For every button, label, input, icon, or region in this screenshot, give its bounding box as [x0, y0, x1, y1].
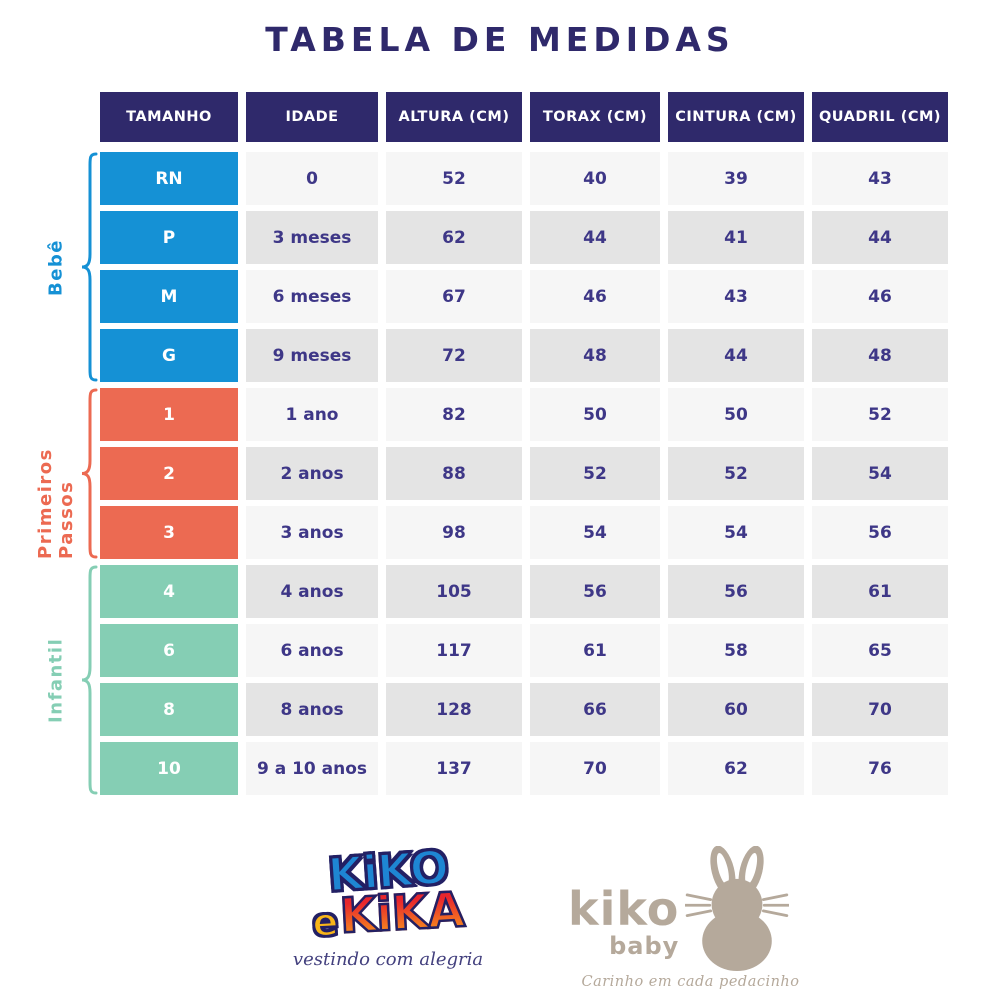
- size-cell: 4: [100, 565, 238, 618]
- group-label: Bebê: [45, 238, 67, 296]
- value-cell: 40: [530, 152, 660, 205]
- value-cell: 56: [530, 565, 660, 618]
- size-cell: 1: [100, 388, 238, 441]
- value-cell: 98: [386, 506, 522, 559]
- column-header: QUADRIL (CM): [812, 92, 948, 142]
- value-cell: 48: [530, 329, 660, 382]
- size-cell: RN: [100, 152, 238, 205]
- value-cell: 46: [530, 270, 660, 323]
- group-label: Primeiros Passos: [35, 448, 77, 559]
- group-bracket: [81, 565, 98, 795]
- kika-logo-text: KiKA: [337, 881, 466, 946]
- kiko-baby-sub: baby: [609, 932, 680, 960]
- column-header: TAMANHO: [100, 92, 238, 142]
- value-cell: 44: [812, 211, 948, 264]
- size-cell: 2: [100, 447, 238, 500]
- value-cell: 56: [668, 565, 804, 618]
- value-cell: 44: [668, 329, 804, 382]
- value-cell: 3 meses: [246, 211, 378, 264]
- value-cell: 48: [812, 329, 948, 382]
- value-cell: 66: [530, 683, 660, 736]
- value-cell: 50: [668, 388, 804, 441]
- column-header: CINTURA (CM): [668, 92, 804, 142]
- kiko-baby-tagline: Carinho em cada pedacinho: [581, 974, 800, 990]
- size-cell: G: [100, 329, 238, 382]
- value-cell: 61: [530, 624, 660, 677]
- size-cell: 10: [100, 742, 238, 795]
- value-cell: 39: [668, 152, 804, 205]
- value-cell: 9 a 10 anos: [246, 742, 378, 795]
- kiko-logo-e: e: [310, 898, 340, 945]
- value-cell: 54: [530, 506, 660, 559]
- value-cell: 44: [530, 211, 660, 264]
- size-cell: P: [100, 211, 238, 264]
- kiko-baby-name: kiko: [568, 882, 680, 936]
- value-cell: 67: [386, 270, 522, 323]
- kiko-e-kika-logo: KiKO e KiKA vestindo com alegria: [278, 839, 498, 971]
- value-cell: 60: [668, 683, 804, 736]
- value-cell: 52: [668, 447, 804, 500]
- value-cell: 62: [668, 742, 804, 795]
- value-cell: 72: [386, 329, 522, 382]
- value-cell: 128: [386, 683, 522, 736]
- value-cell: 58: [668, 624, 804, 677]
- value-cell: 43: [668, 270, 804, 323]
- column-header: IDADE: [246, 92, 378, 142]
- kiko-baby-wordmark: kiko baby: [568, 886, 679, 972]
- value-cell: 1 ano: [246, 388, 378, 441]
- group-label: Infantil: [45, 637, 67, 723]
- value-cell: 41: [668, 211, 804, 264]
- bunny-icon: [685, 846, 790, 972]
- table-header-row: TAMANHO IDADE ALTURA (CM) TORAX (CM) CINTURA…: [100, 92, 948, 142]
- size-cell: 6: [100, 624, 238, 677]
- value-cell: 82: [386, 388, 522, 441]
- value-cell: 56: [812, 506, 948, 559]
- value-cell: 52: [530, 447, 660, 500]
- kiko-baby-logo: kiko baby: [568, 846, 813, 990]
- value-cell: 2 anos: [246, 447, 378, 500]
- value-cell: 52: [812, 388, 948, 441]
- page-title: TABELA DE MEDIDAS: [265, 20, 735, 59]
- group-bracket: [81, 388, 98, 559]
- value-cell: 137: [386, 742, 522, 795]
- value-cell: 43: [812, 152, 948, 205]
- value-cell: 76: [812, 742, 948, 795]
- value-cell: 50: [530, 388, 660, 441]
- value-cell: 46: [812, 270, 948, 323]
- value-cell: 52: [386, 152, 522, 205]
- kiko-baby-logo-top: kiko baby: [568, 846, 813, 972]
- value-cell: 70: [530, 742, 660, 795]
- value-cell: 117: [386, 624, 522, 677]
- value-cell: 54: [668, 506, 804, 559]
- value-cell: 61: [812, 565, 948, 618]
- value-cell: 6 anos: [246, 624, 378, 677]
- size-cell: M: [100, 270, 238, 323]
- kiko-e-kika-tagline: vestindo com alegria: [292, 949, 484, 971]
- value-cell: 9 meses: [246, 329, 378, 382]
- size-table: RN 0 52 40 39 43 P 3 meses 62 44 41 44 M 6 meses 67 46 4…: [100, 152, 948, 795]
- value-cell: 3 anos: [246, 506, 378, 559]
- value-cell: 0: [246, 152, 378, 205]
- value-cell: 8 anos: [246, 683, 378, 736]
- group-bracket: [81, 152, 98, 382]
- column-header: ALTURA (CM): [386, 92, 522, 142]
- size-cell: 8: [100, 683, 238, 736]
- value-cell: 70: [812, 683, 948, 736]
- value-cell: 4 anos: [246, 565, 378, 618]
- value-cell: 62: [386, 211, 522, 264]
- value-cell: 54: [812, 447, 948, 500]
- value-cell: 65: [812, 624, 948, 677]
- value-cell: 6 meses: [246, 270, 378, 323]
- column-header: TORAX (CM): [530, 92, 660, 142]
- size-cell: 3: [100, 506, 238, 559]
- value-cell: 105: [386, 565, 522, 618]
- value-cell: 88: [386, 447, 522, 500]
